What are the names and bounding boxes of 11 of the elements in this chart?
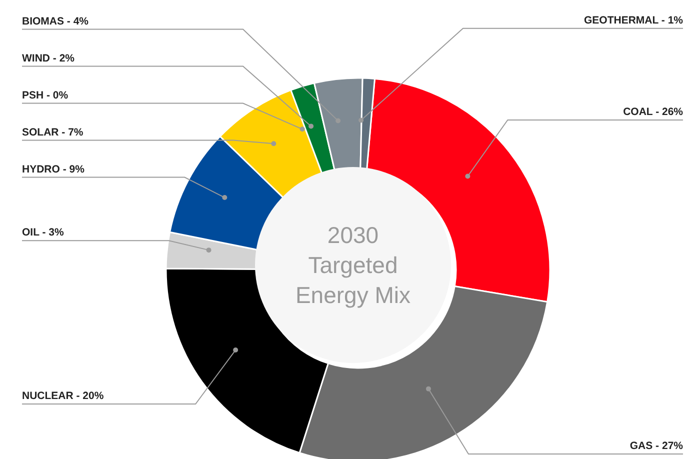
slice-label: WIND - 2% [22,52,76,64]
slice-label: OIL - 3% [22,226,64,239]
slice-label: BIOMAS - 4% [22,15,90,28]
slice-label: HYDRO - 9% [22,163,86,176]
slice-label: NUCLEAR - 20% [22,390,104,402]
text: 2030 Targeted Energy Mix [295,222,412,308]
slice-label: SOLAR - 7% [22,126,84,138]
slice-label: COAL - 26% [623,106,684,118]
category-label: PSH - 0% [22,89,68,102]
slice-label: GEOTHERMAL - 1% [584,14,684,26]
slice-label: GAS - 27% [630,440,684,452]
